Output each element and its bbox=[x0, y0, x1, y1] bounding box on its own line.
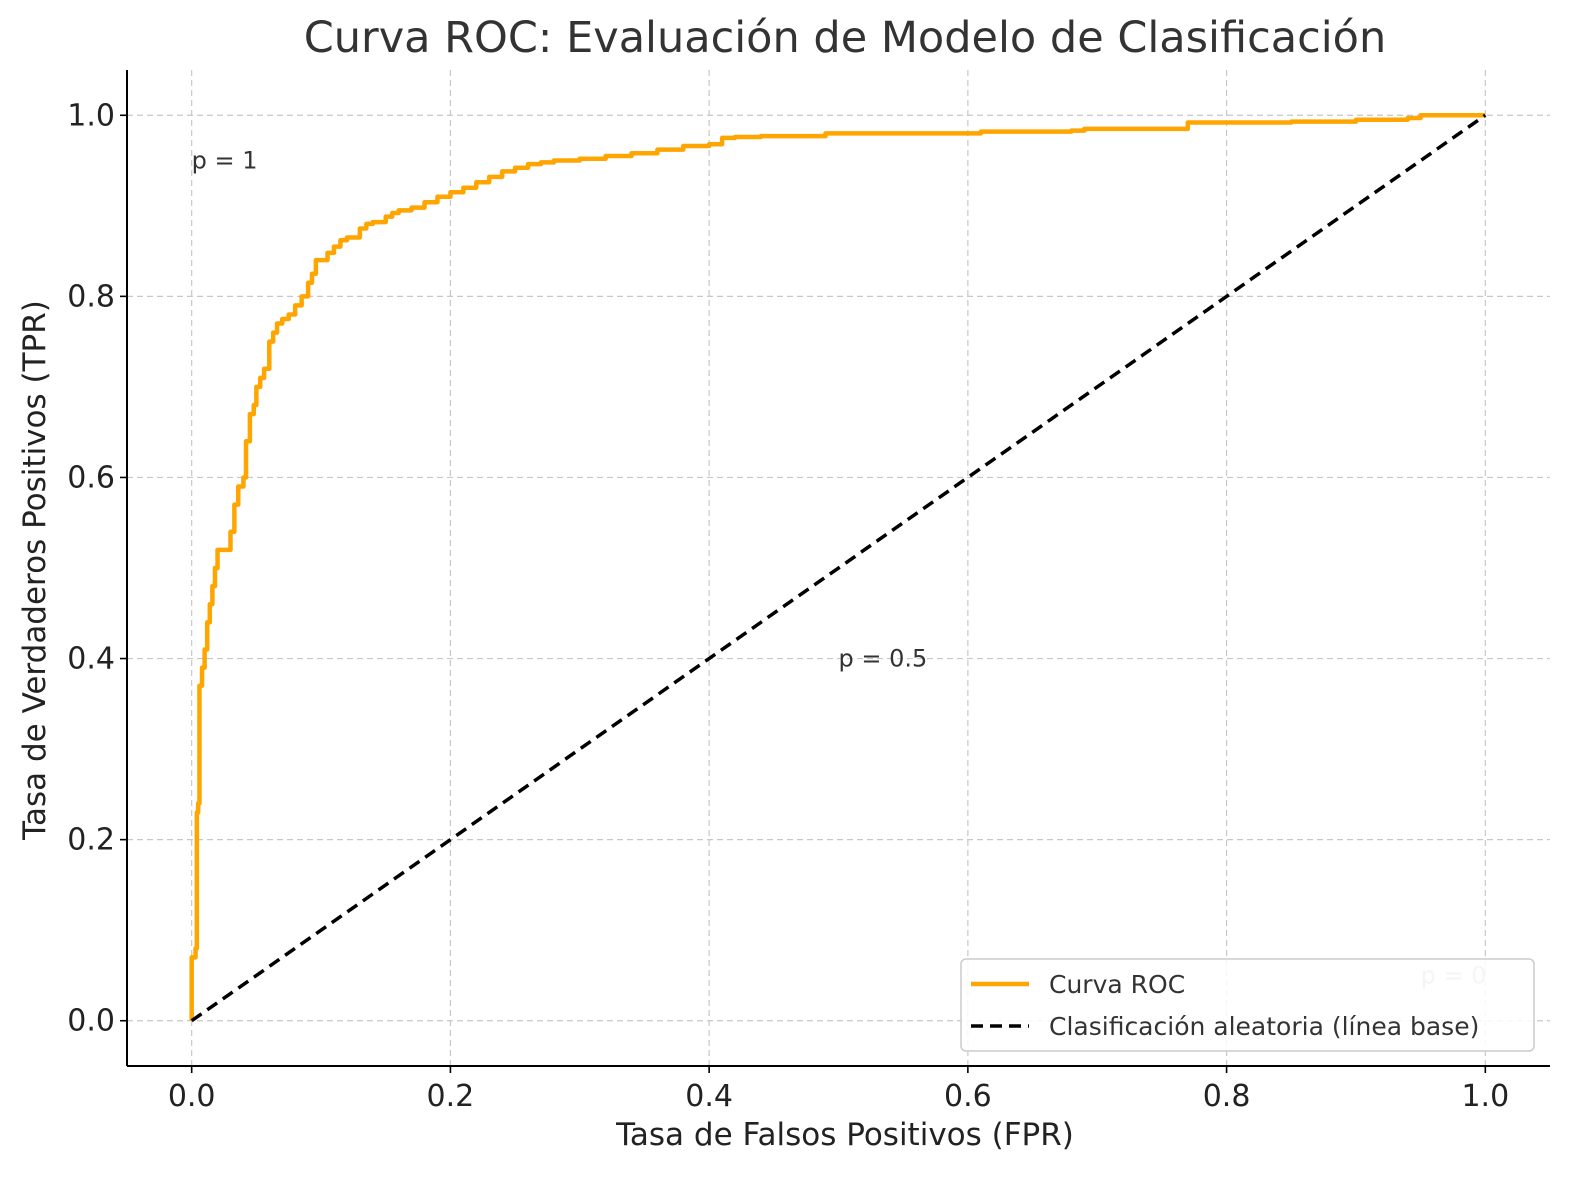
roc-curve-line bbox=[189, 113, 1486, 1021]
legend-entry-label: Clasificación aleatoria (línea base) bbox=[1049, 1012, 1479, 1041]
y-tick-label: 0.2 bbox=[67, 823, 115, 858]
x-tick-label: 1.0 bbox=[1461, 1079, 1509, 1114]
y-tick-label: 0.0 bbox=[67, 1004, 115, 1039]
legend: Curva ROC Clasificación aleatoria (línea … bbox=[960, 958, 1535, 1052]
x-tick-label: 0.4 bbox=[685, 1079, 733, 1114]
y-tick-label: 0.4 bbox=[67, 642, 115, 677]
y-tick-label: 0.8 bbox=[67, 279, 115, 314]
chart-title: Curva ROC: Evaluación de Modelo de Clasi… bbox=[304, 13, 1386, 63]
x-tick-label: 0.0 bbox=[168, 1079, 216, 1114]
annotation-label: p = 0.5 bbox=[839, 645, 928, 673]
series-layer bbox=[189, 113, 1487, 1023]
legend-entry-label: Curva ROC bbox=[1049, 970, 1185, 999]
y-tick-label: 0.6 bbox=[67, 460, 115, 495]
axes-layer: 0.0 0.2 0.4 0.6 0.8 1.0 0.0 0.2 0.4 0.6 0.8 1.0 bbox=[67, 70, 1550, 1114]
x-tick-label: 0.6 bbox=[944, 1079, 992, 1114]
y-tick-label: 1.0 bbox=[67, 98, 115, 133]
y-axis-label: Tasa de Verdaderos Positivos (TPR) bbox=[17, 300, 53, 841]
random-baseline-line bbox=[190, 113, 1487, 1023]
legend-box bbox=[960, 958, 1535, 1052]
x-axis-label: Tasa de Falsos Positivos (FPR) bbox=[615, 1117, 1074, 1153]
x-tick-label: 0.8 bbox=[1203, 1079, 1251, 1114]
annotation-label: p = 1 bbox=[192, 147, 258, 175]
x-tick-label: 0.2 bbox=[427, 1079, 475, 1114]
